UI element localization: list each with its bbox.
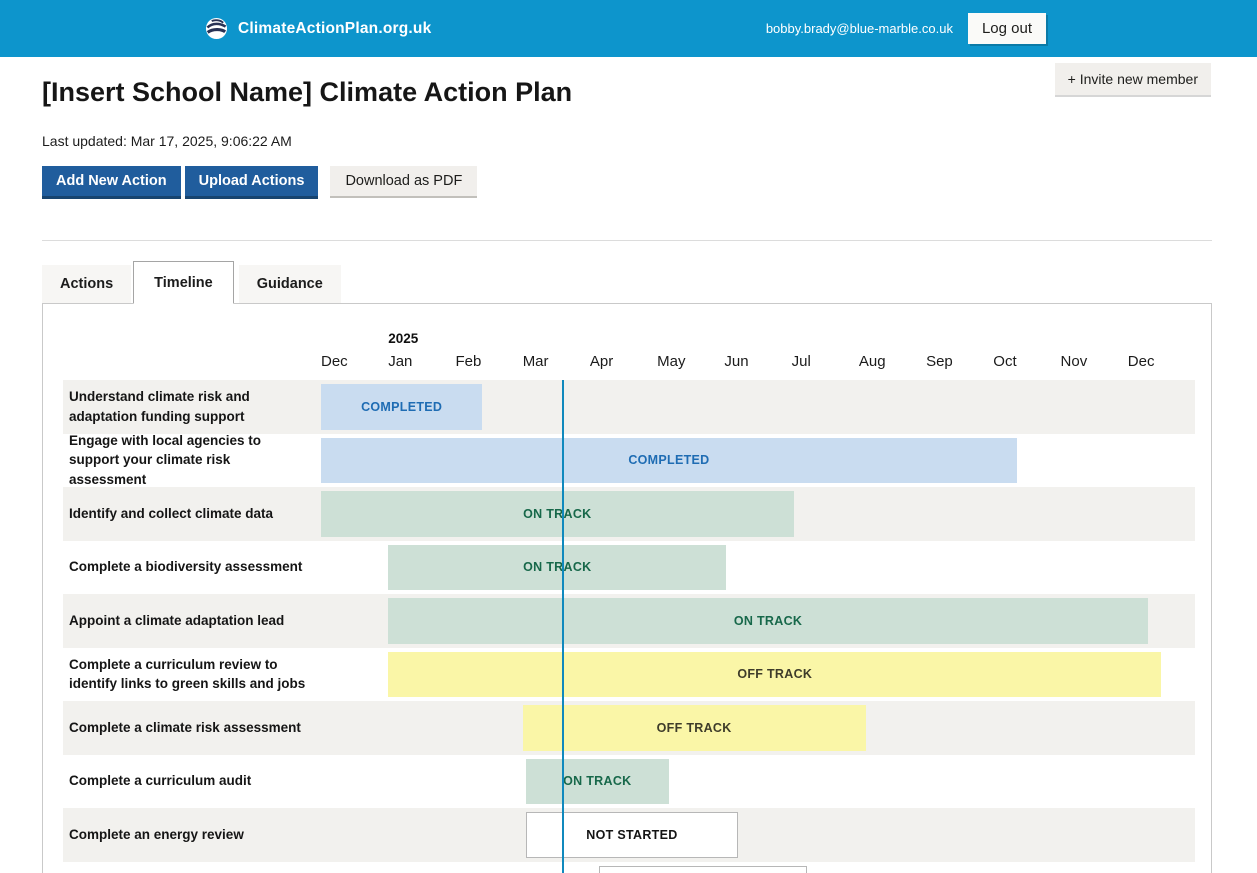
task-chart-area: NOT STARTED: [321, 808, 1195, 862]
month-label: Jan: [388, 353, 413, 370]
upload-actions-button[interactable]: Upload Actions: [184, 166, 319, 196]
status-bar: ON TRACK: [388, 544, 727, 590]
timeline-row: Engage with local agencies to support yo…: [63, 432, 1195, 488]
download-pdf-button[interactable]: Download as PDF: [330, 166, 478, 196]
task-label: Conduct a waste audit: [63, 862, 321, 873]
status-bar: NOT STARTED: [598, 865, 808, 873]
task-label: Appoint a climate adaptation lead: [69, 612, 285, 628]
task-chart-area: NOT STARTED: [321, 862, 1195, 873]
timeline-row: Conduct a waste audit NOT STARTED: [63, 862, 1195, 873]
month-label: Sep: [926, 353, 953, 370]
task-chart-area: OFF TRACK: [321, 701, 1195, 755]
month-label: Oct: [993, 353, 1017, 370]
month-label: Dec: [321, 353, 348, 370]
task-label: Identify and collect climate data: [69, 505, 274, 521]
status-bar: NOT STARTED: [526, 812, 738, 858]
top-navigation-bar: ClimateActionPlan.org.uk bobby.brady@blu…: [0, 0, 1257, 57]
task-chart-area: OFF TRACK: [321, 648, 1195, 702]
month-label: Feb: [455, 353, 482, 370]
tab-bar: Actions Timeline Guidance: [42, 261, 1257, 304]
user-email: bobby.brady@blue-marble.co.uk: [765, 21, 953, 36]
status-bar: OFF TRACK: [388, 651, 1162, 697]
last-updated-text: Last updated: Mar 17, 2025, 9:06:22 AM: [42, 133, 292, 149]
timeline-row: Complete a curriculum review to identify…: [63, 648, 1195, 702]
logout-button[interactable]: Log out: [967, 13, 1046, 44]
task-label: Complete a climate risk assessment: [69, 719, 301, 735]
timeline-rows: Understand climate risk and adaptation f…: [63, 380, 1195, 873]
task-chart-area: ON TRACK: [321, 594, 1195, 648]
today-marker-line: [561, 380, 564, 873]
brand-name: ClimateActionPlan.org.uk: [238, 19, 432, 37]
month-label: Dec: [1127, 353, 1155, 370]
task-label: Engage with local agencies to support yo…: [69, 432, 262, 488]
month-label: Jul: [791, 353, 811, 370]
month-label: Aug: [858, 353, 886, 370]
task-chart-area: ON TRACK: [321, 755, 1195, 809]
invite-new-member-button[interactable]: + Invite new member: [1054, 63, 1211, 95]
task-label: Complete a curriculum review to identify…: [69, 656, 306, 692]
add-new-action-button[interactable]: Add New Action: [42, 166, 181, 196]
month-label: Apr: [589, 353, 614, 370]
tab-guidance[interactable]: Guidance: [238, 265, 341, 303]
actions-toolbar: Add New Action Upload Actions Download a…: [42, 166, 1257, 196]
task-label: Understand climate risk and adaptation f…: [69, 389, 250, 424]
status-bar: OFF TRACK: [522, 705, 866, 751]
task-chart-area: COMPLETED: [321, 380, 1195, 434]
timeline-row: Appoint a climate adaptation lead ON TRAC…: [63, 594, 1195, 648]
task-chart-area: ON TRACK: [321, 487, 1195, 541]
timeline-row: Complete a biodiversity assessment ON TRA…: [63, 541, 1195, 595]
status-bar: ON TRACK: [388, 598, 1148, 644]
tab-timeline[interactable]: Timeline: [133, 261, 234, 304]
status-bar: COMPLETED: [321, 437, 1017, 483]
timeline-row: Complete an energy review NOT STARTED: [63, 808, 1195, 862]
month-label: May: [657, 353, 686, 370]
timeline-row: Identify and collect climate data ON TRAC…: [63, 487, 1195, 541]
timeline-panel: Dec Jan Feb Mar Apr May Jun Jul Aug Sep Oct Nov Dec 2…: [42, 303, 1212, 873]
globe-logo-icon: [205, 17, 228, 40]
page-title: [Insert School Name] Climate Action Plan: [42, 77, 573, 107]
task-label: Complete an energy review: [69, 826, 244, 842]
task-chart-area: COMPLETED: [321, 434, 1195, 488]
section-divider: [42, 240, 1212, 241]
timeline-row: Understand climate risk and adaptation f…: [63, 380, 1195, 434]
timeline-row: Complete a climate risk assessment OFF TR…: [63, 701, 1195, 755]
timeline-month-header: Dec Jan Feb Mar Apr May Jun Jul Aug Sep Oct Nov Dec 2…: [321, 304, 1195, 380]
timeline-row: Complete a curriculum audit ON TRACK: [63, 755, 1195, 809]
topbar-right: bobby.brady@blue-marble.co.uk Log out: [766, 13, 1046, 44]
status-bar: ON TRACK: [526, 758, 669, 804]
status-bar: COMPLETED: [321, 384, 483, 430]
task-label: Complete a curriculum audit: [69, 773, 252, 789]
brand-link[interactable]: ClimateActionPlan.org.uk: [205, 17, 431, 40]
tab-actions[interactable]: Actions: [42, 265, 132, 303]
month-label: Mar: [522, 353, 549, 370]
month-label: Jun: [724, 353, 749, 370]
month-label: Nov: [1060, 353, 1088, 370]
year-label: 2025: [388, 331, 419, 346]
task-chart-area: ON TRACK: [321, 541, 1195, 595]
status-bar: ON TRACK: [321, 491, 794, 537]
task-label: Complete a biodiversity assessment: [69, 559, 303, 575]
